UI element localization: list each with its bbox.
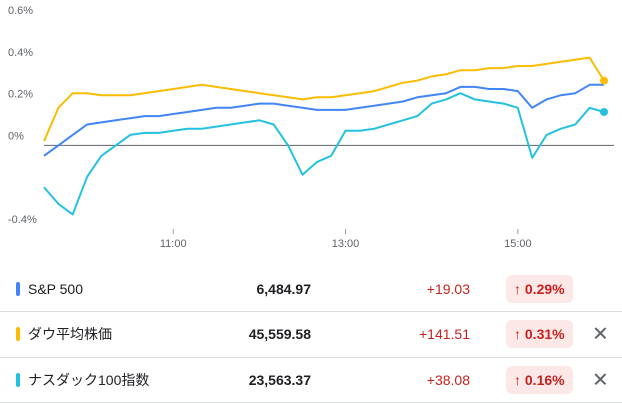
change-percent: 0.16%	[506, 365, 573, 394]
change-percent: 0.31%	[506, 320, 573, 348]
series-swatch	[16, 281, 20, 296]
change: +141.51	[419, 326, 470, 342]
quote-row: S&P 500 6,484.97 +19.03 0.29%	[0, 266, 622, 312]
last-point	[600, 107, 608, 116]
y-tick-label: 0.6%	[8, 5, 33, 17]
quote-row: ダウ平均株価 45,559.58 +141.51 0.31%	[0, 312, 622, 358]
index-name: ナスダック100指数	[28, 371, 150, 388]
x-tick-label: 15:00	[504, 238, 532, 250]
change-percent: 0.29%	[506, 274, 573, 303]
index-name: S&P 500	[28, 280, 84, 297]
price: 45,559.58	[248, 326, 311, 342]
y-tick-label: 0.4%	[8, 47, 33, 59]
index-name: ダウ平均株価	[28, 326, 112, 342]
y-tick-label: -0.4%	[8, 214, 37, 226]
y-tick-label: 0.2%	[8, 89, 33, 101]
price: 23,563.37	[248, 371, 311, 388]
chart: -0.4% 0% 0.2% 0.4% 0.6% 11:00 13:00 15:00	[8, 5, 614, 250]
x-tick-label: 11:00	[160, 238, 187, 250]
series-line	[43, 83, 604, 157]
series-line	[43, 92, 605, 216]
change: +38.08	[426, 371, 470, 388]
change: +19.03	[426, 280, 470, 297]
remove-button[interactable]	[592, 367, 609, 392]
last-point	[600, 76, 608, 85]
series-swatch	[16, 372, 20, 387]
series-swatch	[16, 327, 20, 341]
quote-row: ナスダック100指数 23,563.37 +38.08 0.16%	[0, 357, 622, 403]
remove-button[interactable]	[592, 322, 609, 347]
x-tick-label: 13:00	[332, 238, 360, 250]
y-tick-label: 0%	[8, 130, 24, 142]
series-line	[43, 56, 605, 142]
price: 6,484.97	[256, 280, 312, 297]
